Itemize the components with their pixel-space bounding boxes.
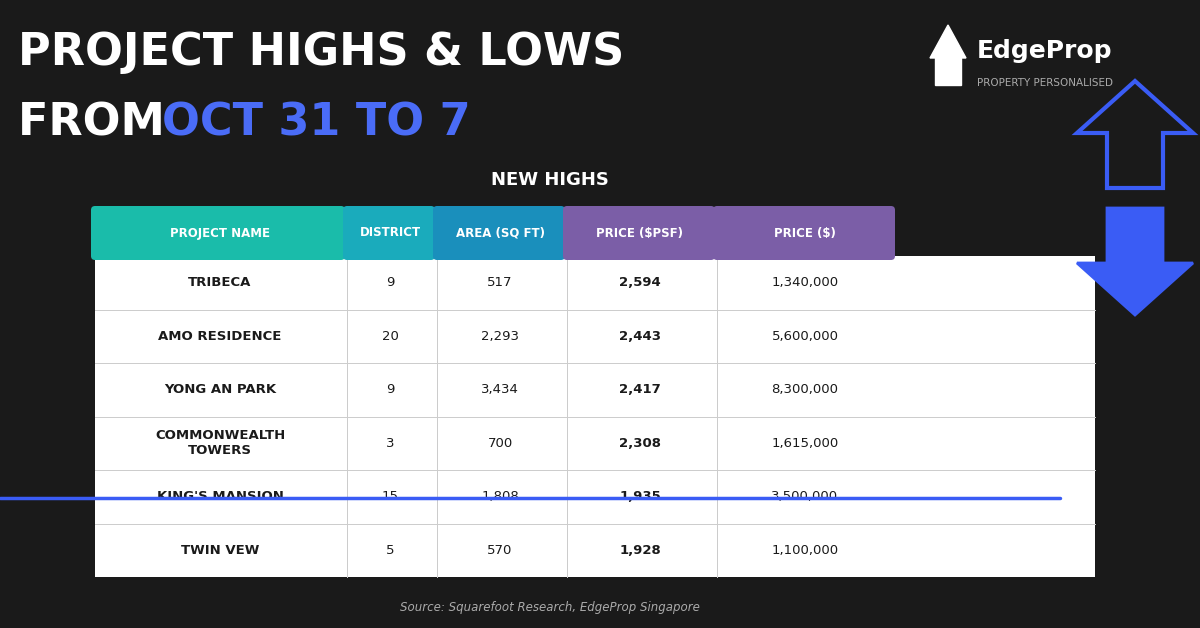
Text: DISTRICT: DISTRICT [360,227,420,239]
Text: 5: 5 [385,544,395,557]
Text: 9: 9 [386,276,394,290]
FancyBboxPatch shape [713,206,895,260]
Text: OCT 31 TO 7: OCT 31 TO 7 [162,102,470,144]
Text: COMMONWEALTH
TOWERS: COMMONWEALTH TOWERS [155,430,286,457]
Text: 700: 700 [487,436,512,450]
Text: 2,443: 2,443 [619,330,661,343]
Text: PROPERTY PERSONALISED: PROPERTY PERSONALISED [977,78,1114,88]
FancyBboxPatch shape [95,256,1096,577]
Text: 8,300,000: 8,300,000 [772,383,839,396]
Text: 15: 15 [382,490,398,503]
Text: PROJECT HIGHS & LOWS: PROJECT HIGHS & LOWS [18,31,624,75]
FancyBboxPatch shape [433,206,565,260]
Text: AREA (SQ FT): AREA (SQ FT) [456,227,545,239]
Text: 1,615,000: 1,615,000 [772,436,839,450]
Polygon shape [1078,208,1193,315]
Text: PRICE ($): PRICE ($) [774,227,836,239]
Text: NEW HIGHS: NEW HIGHS [491,171,608,189]
FancyBboxPatch shape [343,206,434,260]
Text: 1,808: 1,808 [481,490,518,503]
FancyBboxPatch shape [563,206,715,260]
Text: 2,308: 2,308 [619,436,661,450]
Text: PRICE ($PSF): PRICE ($PSF) [596,227,684,239]
Text: 5,600,000: 5,600,000 [772,330,839,343]
Text: 20: 20 [382,330,398,343]
Text: 3: 3 [385,436,395,450]
Text: 1,100,000: 1,100,000 [772,544,839,557]
Text: 1,340,000: 1,340,000 [772,276,839,290]
Text: 1,935: 1,935 [619,490,661,503]
Text: 570: 570 [487,544,512,557]
Text: TWIN VEW: TWIN VEW [181,544,259,557]
Text: KING'S MANSION: KING'S MANSION [156,490,283,503]
Text: 3,500,000: 3,500,000 [772,490,839,503]
Text: 1,928: 1,928 [619,544,661,557]
Text: 9: 9 [386,383,394,396]
Text: 3,434: 3,434 [481,383,518,396]
Text: EdgeProp: EdgeProp [977,39,1112,63]
Text: 2,293: 2,293 [481,330,520,343]
FancyBboxPatch shape [91,206,346,260]
FancyBboxPatch shape [935,57,961,85]
Text: PROJECT NAME: PROJECT NAME [170,227,270,239]
Text: 2,417: 2,417 [619,383,661,396]
Text: AMO RESIDENCE: AMO RESIDENCE [158,330,282,343]
Text: FROM: FROM [18,102,180,144]
Text: YONG AN PARK: YONG AN PARK [164,383,276,396]
Polygon shape [930,25,966,58]
Text: 2,594: 2,594 [619,276,661,290]
Text: TRIBECA: TRIBECA [188,276,252,290]
Text: Source: Squarefoot Research, EdgeProp Singapore: Source: Squarefoot Research, EdgeProp Si… [400,602,700,615]
Text: 517: 517 [487,276,512,290]
